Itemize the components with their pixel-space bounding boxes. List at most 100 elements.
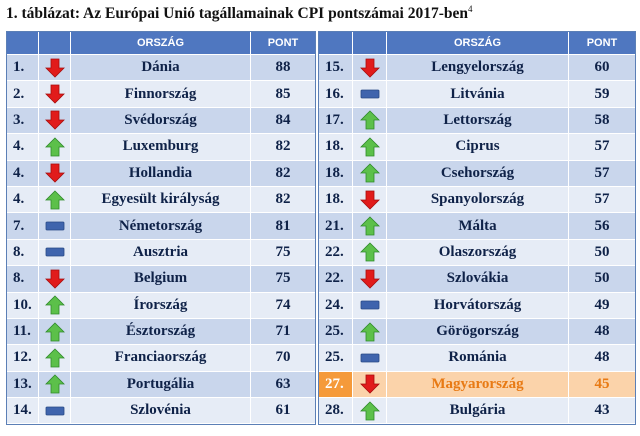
unchanged-dash-icon [45,247,65,257]
table-row: 1. Dánia 88 [7,55,315,82]
unchanged-dash-icon [360,353,380,363]
trend-cell [39,292,71,319]
country-cell: Bulgária [387,398,569,425]
country-cell: Görögország [387,318,569,346]
table-row: 28. Bulgária 43 [319,398,635,425]
right-table-header: ORSZÁG PONT [319,32,635,55]
rank-cell: 13. [7,371,39,399]
country-cell: Svédország [71,107,251,135]
table-row: 25. Görögország 48 [319,318,635,346]
score-cell: 84 [251,107,315,135]
unchanged-dash-icon [360,89,380,99]
arrow-up-icon [359,163,380,183]
trend-cell [39,107,71,135]
right-cpi-table: ORSZÁG PONT 15. Lengyelország 60 16. Litváni… [318,31,636,426]
trend-cell [39,160,71,187]
country-header: ORSZÁG [387,32,569,55]
score-cell: 48 [569,345,635,372]
rank-cell: 18. [319,134,353,161]
table-row: 16. Litvánia 59 [319,81,635,108]
table-row: 27. Magyarország 45 [319,371,635,399]
rank-cell: 21. [319,213,353,240]
trend-cell [39,81,71,108]
country-cell: Portugália [71,371,251,399]
country-cell: Dánia [71,55,251,82]
trend-cell [39,345,71,372]
country-cell: Lengyelország [387,55,569,82]
rank-cell: 3. [7,107,39,135]
score-cell: 82 [251,160,315,187]
trend-cell [353,266,387,293]
score-cell: 70 [251,345,315,372]
arrow-up-icon [359,322,380,342]
score-cell: 58 [569,107,635,135]
country-header: ORSZÁG [71,32,251,55]
trend-cell [353,371,387,399]
rank-cell: 12. [7,345,39,372]
trend-header [39,32,71,55]
score-cell: 60 [569,55,635,82]
arrow-up-icon [44,348,65,368]
rank-cell: 25. [319,318,353,346]
country-cell: Lettország [387,107,569,135]
trend-cell [353,318,387,346]
table-row: 24. Horvátország 49 [319,292,635,319]
table-row: 4. Hollandia 82 [7,160,315,187]
country-cell: Litvánia [387,81,569,108]
table-row: 18. Ciprus 57 [319,134,635,161]
trend-cell [39,213,71,240]
trend-cell [353,345,387,372]
rank-cell: 25. [319,345,353,372]
unchanged-dash-icon [45,406,65,416]
rank-cell: 14. [7,398,39,425]
rank-cell: 22. [319,266,353,293]
country-cell: Horvátország [387,292,569,319]
table-row: 8. Ausztria 75 [7,239,315,267]
arrow-up-icon [44,374,65,394]
left-cpi-table: ORSZÁG PONT 1. Dánia 88 2. Finnország 85 3. Své… [6,31,316,426]
table-row: 4. Egyesült királyság 82 [7,186,315,214]
country-cell: Egyesült királyság [71,186,251,214]
rank-cell: 15. [319,55,353,82]
rank-cell: 7. [7,213,39,240]
arrow-up-icon [44,322,65,342]
rank-header [319,32,353,55]
arrow-up-icon [44,190,65,210]
country-cell: Hollandia [71,160,251,187]
rank-cell: 28. [319,398,353,425]
country-cell: Írország [71,292,251,319]
rank-cell: 8. [7,266,39,293]
table-row: 7. Németország 81 [7,213,315,240]
trend-cell [353,239,387,267]
arrow-up-icon [44,137,65,157]
country-cell: Csehország [387,160,569,187]
country-cell: Spanyolország [387,186,569,214]
rank-cell: 10. [7,292,39,319]
country-cell: Szlovénia [71,398,251,425]
score-cell: 50 [569,266,635,293]
country-cell: Ciprus [387,134,569,161]
score-header: PONT [569,32,635,55]
trend-cell [353,292,387,319]
country-cell: Málta [387,213,569,240]
rank-cell: 2. [7,81,39,108]
rank-cell: 22. [319,239,353,267]
table-row: 14. Szlovénia 61 [7,398,315,425]
trend-cell [353,55,387,82]
table-row: 4. Luxemburg 82 [7,134,315,161]
rank-cell: 4. [7,134,39,161]
score-cell: 50 [569,239,635,267]
unchanged-dash-icon [360,300,380,310]
table-row: 21. Málta 56 [319,213,635,240]
title-footnote: 4 [468,4,473,14]
score-cell: 43 [569,398,635,425]
trend-cell [39,134,71,161]
trend-cell [353,160,387,187]
arrow-up-icon [359,110,380,130]
table-title-text: 1. táblázat: Az Európai Unió tagállamain… [6,5,469,23]
rank-cell: 18. [319,186,353,214]
table-row: 17. Lettország 58 [319,107,635,135]
country-cell: Németország [71,213,251,240]
trend-cell [39,266,71,293]
rank-header [7,32,39,55]
